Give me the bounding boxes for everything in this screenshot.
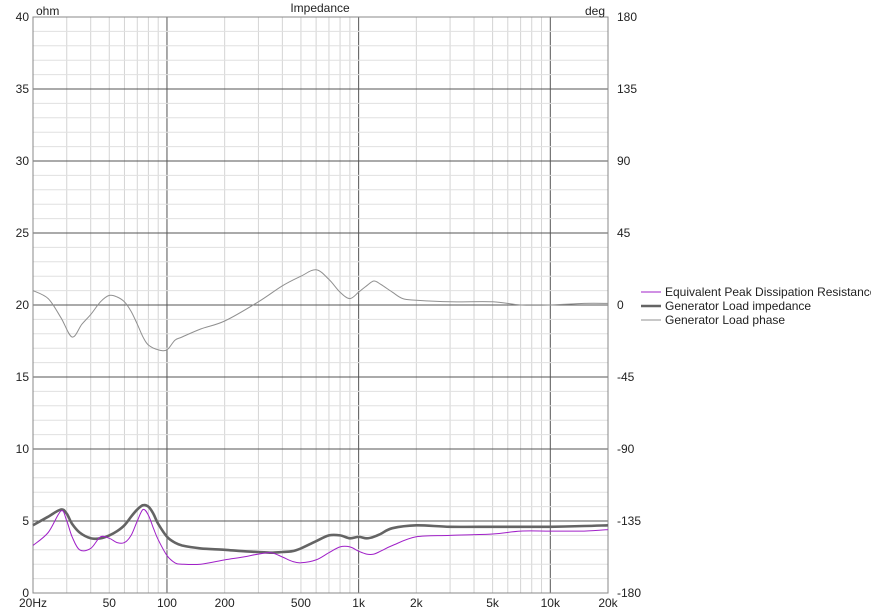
- x-tick-label: 100: [157, 596, 177, 610]
- x-tick-label: 2k: [410, 596, 424, 610]
- y-right-tick-label: 135: [617, 82, 637, 96]
- y-left-unit: ohm: [36, 4, 59, 18]
- legend-label: Generator Load impedance: [665, 299, 811, 313]
- grid: [33, 17, 608, 593]
- legend-label: Generator Load phase: [665, 313, 785, 327]
- x-tick-label: 200: [215, 596, 235, 610]
- y-left-tick-label: 30: [16, 154, 30, 168]
- y-right-tick-label: 180: [617, 10, 637, 24]
- y-right-tick-label: 90: [617, 154, 631, 168]
- y-right-unit: deg: [585, 4, 605, 18]
- legend: Equivalent Peak Dissipation ResistanceGe…: [641, 285, 871, 327]
- series-line-peak-dissipation-resistance: [32, 508, 609, 566]
- x-tick-label: 1k: [352, 596, 366, 610]
- y-right-tick-label: 0: [617, 298, 624, 312]
- y-left-tick-label: 20: [16, 298, 30, 312]
- y-left-tick-label: 25: [16, 226, 30, 240]
- y-left-tick-label: 10: [16, 442, 30, 456]
- y-left-tick-label: 15: [16, 370, 30, 384]
- y-right-tick-label: -135: [617, 514, 641, 528]
- x-tick-label: 500: [291, 596, 311, 610]
- y-right-tick-label: 45: [617, 226, 631, 240]
- series-line-generator-load-impedance: [32, 503, 609, 554]
- legend-label: Equivalent Peak Dissipation Resistance: [665, 285, 871, 299]
- x-tick-label: 10k: [541, 596, 561, 610]
- y-right-tick-label: -90: [617, 442, 635, 456]
- x-tick-label: 20Hz: [19, 596, 47, 610]
- plot-frame: [32, 16, 609, 594]
- series-line-generator-load-phase: [32, 269, 609, 352]
- y-left-tick-label: 35: [16, 82, 30, 96]
- y-left-tick-label: 5: [22, 514, 29, 528]
- x-tick-label: 50: [103, 596, 117, 610]
- ticks-group: 20Hz 50 100 200 500 1k 2k 5k 10k 20k 0 5 10 15 20 25 30 3…: [16, 10, 642, 610]
- x-tick-label: 5k: [486, 596, 500, 610]
- y-right-tick-label: -45: [617, 370, 635, 384]
- y-right-tick-label: -180: [617, 586, 641, 600]
- y-left-tick-label: 0: [22, 586, 29, 600]
- series-group: [32, 269, 609, 566]
- y-left-tick-label: 40: [16, 10, 30, 24]
- x-tick-label: 20k: [598, 596, 618, 610]
- chart-title: Impedance: [290, 1, 350, 15]
